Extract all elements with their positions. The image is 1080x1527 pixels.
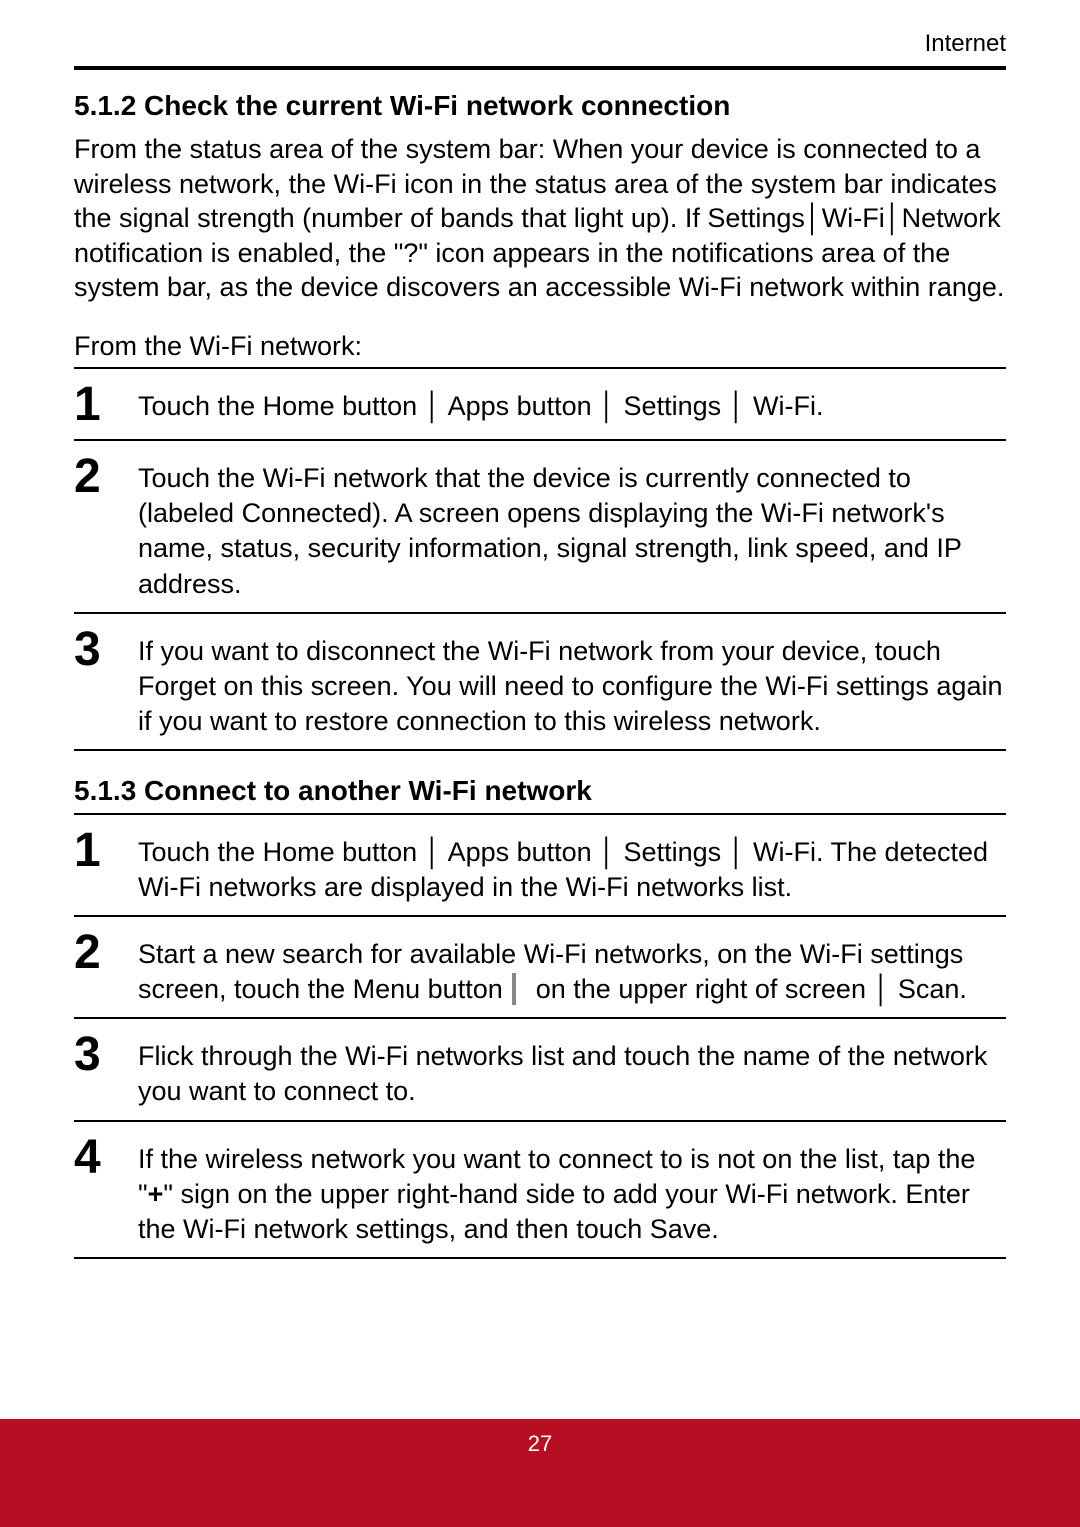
step-row: 1 Touch the Home button │ Apps button │ … — [74, 369, 1006, 439]
step-text-part-b: on the upper right of screen │ Scan. — [528, 974, 967, 1004]
step-row: 2 Touch the Wi-Fi network that the devic… — [74, 441, 1006, 611]
step-text: Start a new search for available Wi-Fi n… — [138, 927, 1006, 1007]
step-number: 3 — [74, 1029, 138, 1079]
plus-sign: + — [148, 1179, 164, 1209]
step-row: 2 Start a new search for available Wi-Fi… — [74, 917, 1006, 1017]
step-row: 3 If you want to disconnect the Wi-Fi ne… — [74, 614, 1006, 749]
header-section-label: Internet — [925, 30, 1006, 58]
step-text: Touch the Wi-Fi network that the device … — [138, 451, 1006, 601]
step-text-part-b: " sign on the upper right-hand side to a… — [138, 1179, 970, 1244]
section-513-steps: 1 Touch the Home button │ Apps button │ … — [74, 813, 1006, 1259]
step-divider — [74, 749, 1006, 751]
step-number: 2 — [74, 927, 138, 977]
step-number: 1 — [74, 825, 138, 875]
step-row: 1 Touch the Home button │ Apps button │ … — [74, 815, 1006, 915]
content: 5.1.2 Check the current Wi-Fi network co… — [0, 70, 1080, 1259]
step-row: 3 Flick through the Wi-Fi networks list … — [74, 1019, 1006, 1119]
section-513-title: 5.1.3 Connect to another Wi-Fi network — [74, 775, 1006, 807]
section-512-steps: 1 Touch the Home button │ Apps button │ … — [74, 367, 1006, 751]
step-number: 3 — [74, 624, 138, 674]
step-number: 2 — [74, 451, 138, 501]
page-number: 27 — [528, 1431, 552, 1457]
step-text: Touch the Home button │ Apps button │ Se… — [138, 825, 1006, 905]
step-number: 4 — [74, 1132, 138, 1182]
step-divider — [74, 1257, 1006, 1259]
step-row: 4 If the wireless network you want to co… — [74, 1122, 1006, 1257]
step-text: Flick through the Wi-Fi networks list an… — [138, 1029, 1006, 1109]
footer-bar: 27 — [0, 1419, 1080, 1527]
step-text: If the wireless network you want to conn… — [138, 1132, 1006, 1247]
section-512-lead: From the Wi-Fi network: — [74, 329, 1006, 364]
section-512-title: 5.1.2 Check the current Wi-Fi network co… — [74, 90, 1006, 122]
step-text: If you want to disconnect the Wi-Fi netw… — [138, 624, 1006, 739]
header-row: Internet — [0, 0, 1080, 66]
step-number: 1 — [74, 379, 138, 429]
page: Internet 5.1.2 Check the current Wi-Fi n… — [0, 0, 1080, 1527]
step-text: Touch the Home button │ Apps button │ Se… — [138, 379, 823, 424]
section-512-intro: From the status area of the system bar: … — [74, 132, 1006, 305]
menu-icon — [512, 972, 526, 1007]
